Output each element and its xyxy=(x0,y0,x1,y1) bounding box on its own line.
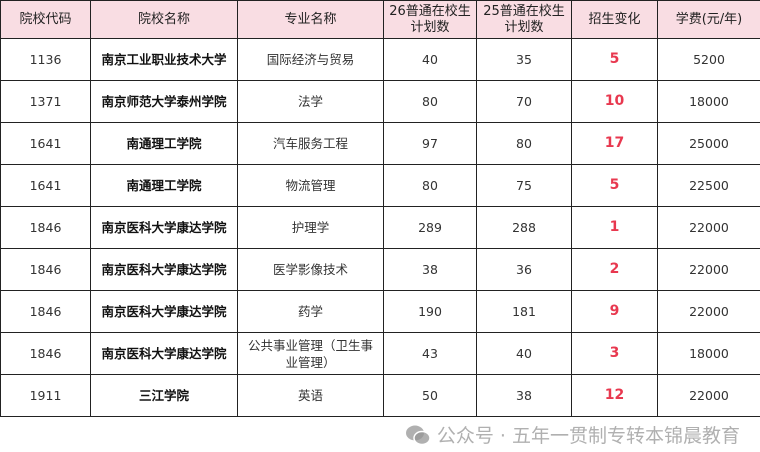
header-row: 院校代码 院校名称 专业名称 26普通在校生计划数 25普通在校生计划数 招生变… xyxy=(1,1,760,39)
cell-plan26: 80 xyxy=(384,165,477,207)
cell-plan26: 38 xyxy=(384,249,477,291)
cell-school: 南京师范大学泰州学院 xyxy=(91,81,238,123)
cell-fee: 18000 xyxy=(658,81,760,123)
cell-change: 5 xyxy=(572,165,658,207)
cell-plan26: 43 xyxy=(384,333,477,375)
cell-code: 1846 xyxy=(1,333,91,375)
cell-change: 3 xyxy=(572,333,658,375)
cell-plan25: 288 xyxy=(477,207,572,249)
cell-plan25: 70 xyxy=(477,81,572,123)
cell-school: 南京工业职业技术大学 xyxy=(91,39,238,81)
header-major: 专业名称 xyxy=(238,1,384,39)
cell-change: 17 xyxy=(572,123,658,165)
cell-major: 英语 xyxy=(238,375,384,417)
cell-major: 法学 xyxy=(238,81,384,123)
header-plan26: 26普通在校生计划数 xyxy=(384,1,477,39)
cell-change: 5 xyxy=(572,39,658,81)
cell-major: 国际经济与贸易 xyxy=(238,39,384,81)
cell-plan25: 181 xyxy=(477,291,572,333)
cell-major: 药学 xyxy=(238,291,384,333)
cell-plan26: 289 xyxy=(384,207,477,249)
cell-code: 1371 xyxy=(1,81,91,123)
cell-code: 1136 xyxy=(1,39,91,81)
cell-school: 三江学院 xyxy=(91,375,238,417)
cell-school: 南京医科大学康达学院 xyxy=(91,249,238,291)
watermark-text: 公众号 · 五年一贯制专转本锦晨教育 xyxy=(437,421,740,448)
cell-change: 12 xyxy=(572,375,658,417)
header-plan25: 25普通在校生计划数 xyxy=(477,1,572,39)
header-school: 院校名称 xyxy=(91,1,238,39)
cell-change: 9 xyxy=(572,291,658,333)
cell-plan25: 35 xyxy=(477,39,572,81)
cell-change: 1 xyxy=(572,207,658,249)
cell-change: 10 xyxy=(572,81,658,123)
cell-major: 物流管理 xyxy=(238,165,384,207)
cell-plan25: 36 xyxy=(477,249,572,291)
cell-fee: 22000 xyxy=(658,375,760,417)
cell-major: 护理学 xyxy=(238,207,384,249)
cell-fee: 25000 xyxy=(658,123,760,165)
watermark: 公众号 · 五年一贯制专转本锦晨教育 xyxy=(0,417,760,452)
cell-fee: 5200 xyxy=(658,39,760,81)
cell-major: 医学影像技术 xyxy=(238,249,384,291)
header-fee: 学费(元/年) xyxy=(658,1,760,39)
cell-code: 1846 xyxy=(1,207,91,249)
cell-major: 公共事业管理（卫生事业管理） xyxy=(238,333,384,375)
cell-fee: 22000 xyxy=(658,291,760,333)
header-change: 招生变化 xyxy=(572,1,658,39)
cell-school: 南通理工学院 xyxy=(91,165,238,207)
cell-code: 1641 xyxy=(1,123,91,165)
cell-plan25: 38 xyxy=(477,375,572,417)
cell-fee: 22500 xyxy=(658,165,760,207)
cell-fee: 22000 xyxy=(658,249,760,291)
cell-school: 南通理工学院 xyxy=(91,123,238,165)
cell-fee: 18000 xyxy=(658,333,760,375)
cell-code: 1641 xyxy=(1,165,91,207)
cell-fee: 22000 xyxy=(658,207,760,249)
cell-code: 1846 xyxy=(1,249,91,291)
cell-plan25: 80 xyxy=(477,123,572,165)
wechat-icon xyxy=(405,424,431,446)
cell-plan26: 97 xyxy=(384,123,477,165)
cell-school: 南京医科大学康达学院 xyxy=(91,291,238,333)
header-code: 院校代码 xyxy=(1,1,91,39)
cell-code: 1911 xyxy=(1,375,91,417)
cell-plan25: 75 xyxy=(477,165,572,207)
cell-plan25: 40 xyxy=(477,333,572,375)
cell-plan26: 40 xyxy=(384,39,477,81)
cell-plan26: 190 xyxy=(384,291,477,333)
cell-change: 2 xyxy=(572,249,658,291)
cell-school: 南京医科大学康达学院 xyxy=(91,207,238,249)
cell-plan26: 80 xyxy=(384,81,477,123)
cell-major: 汽车服务工程 xyxy=(238,123,384,165)
enrollment-table: 院校代码 院校名称 专业名称 26普通在校生计划数 25普通在校生计划数 招生变… xyxy=(0,0,760,417)
cell-plan26: 50 xyxy=(384,375,477,417)
cell-school: 南京医科大学康达学院 xyxy=(91,333,238,375)
cell-code: 1846 xyxy=(1,291,91,333)
